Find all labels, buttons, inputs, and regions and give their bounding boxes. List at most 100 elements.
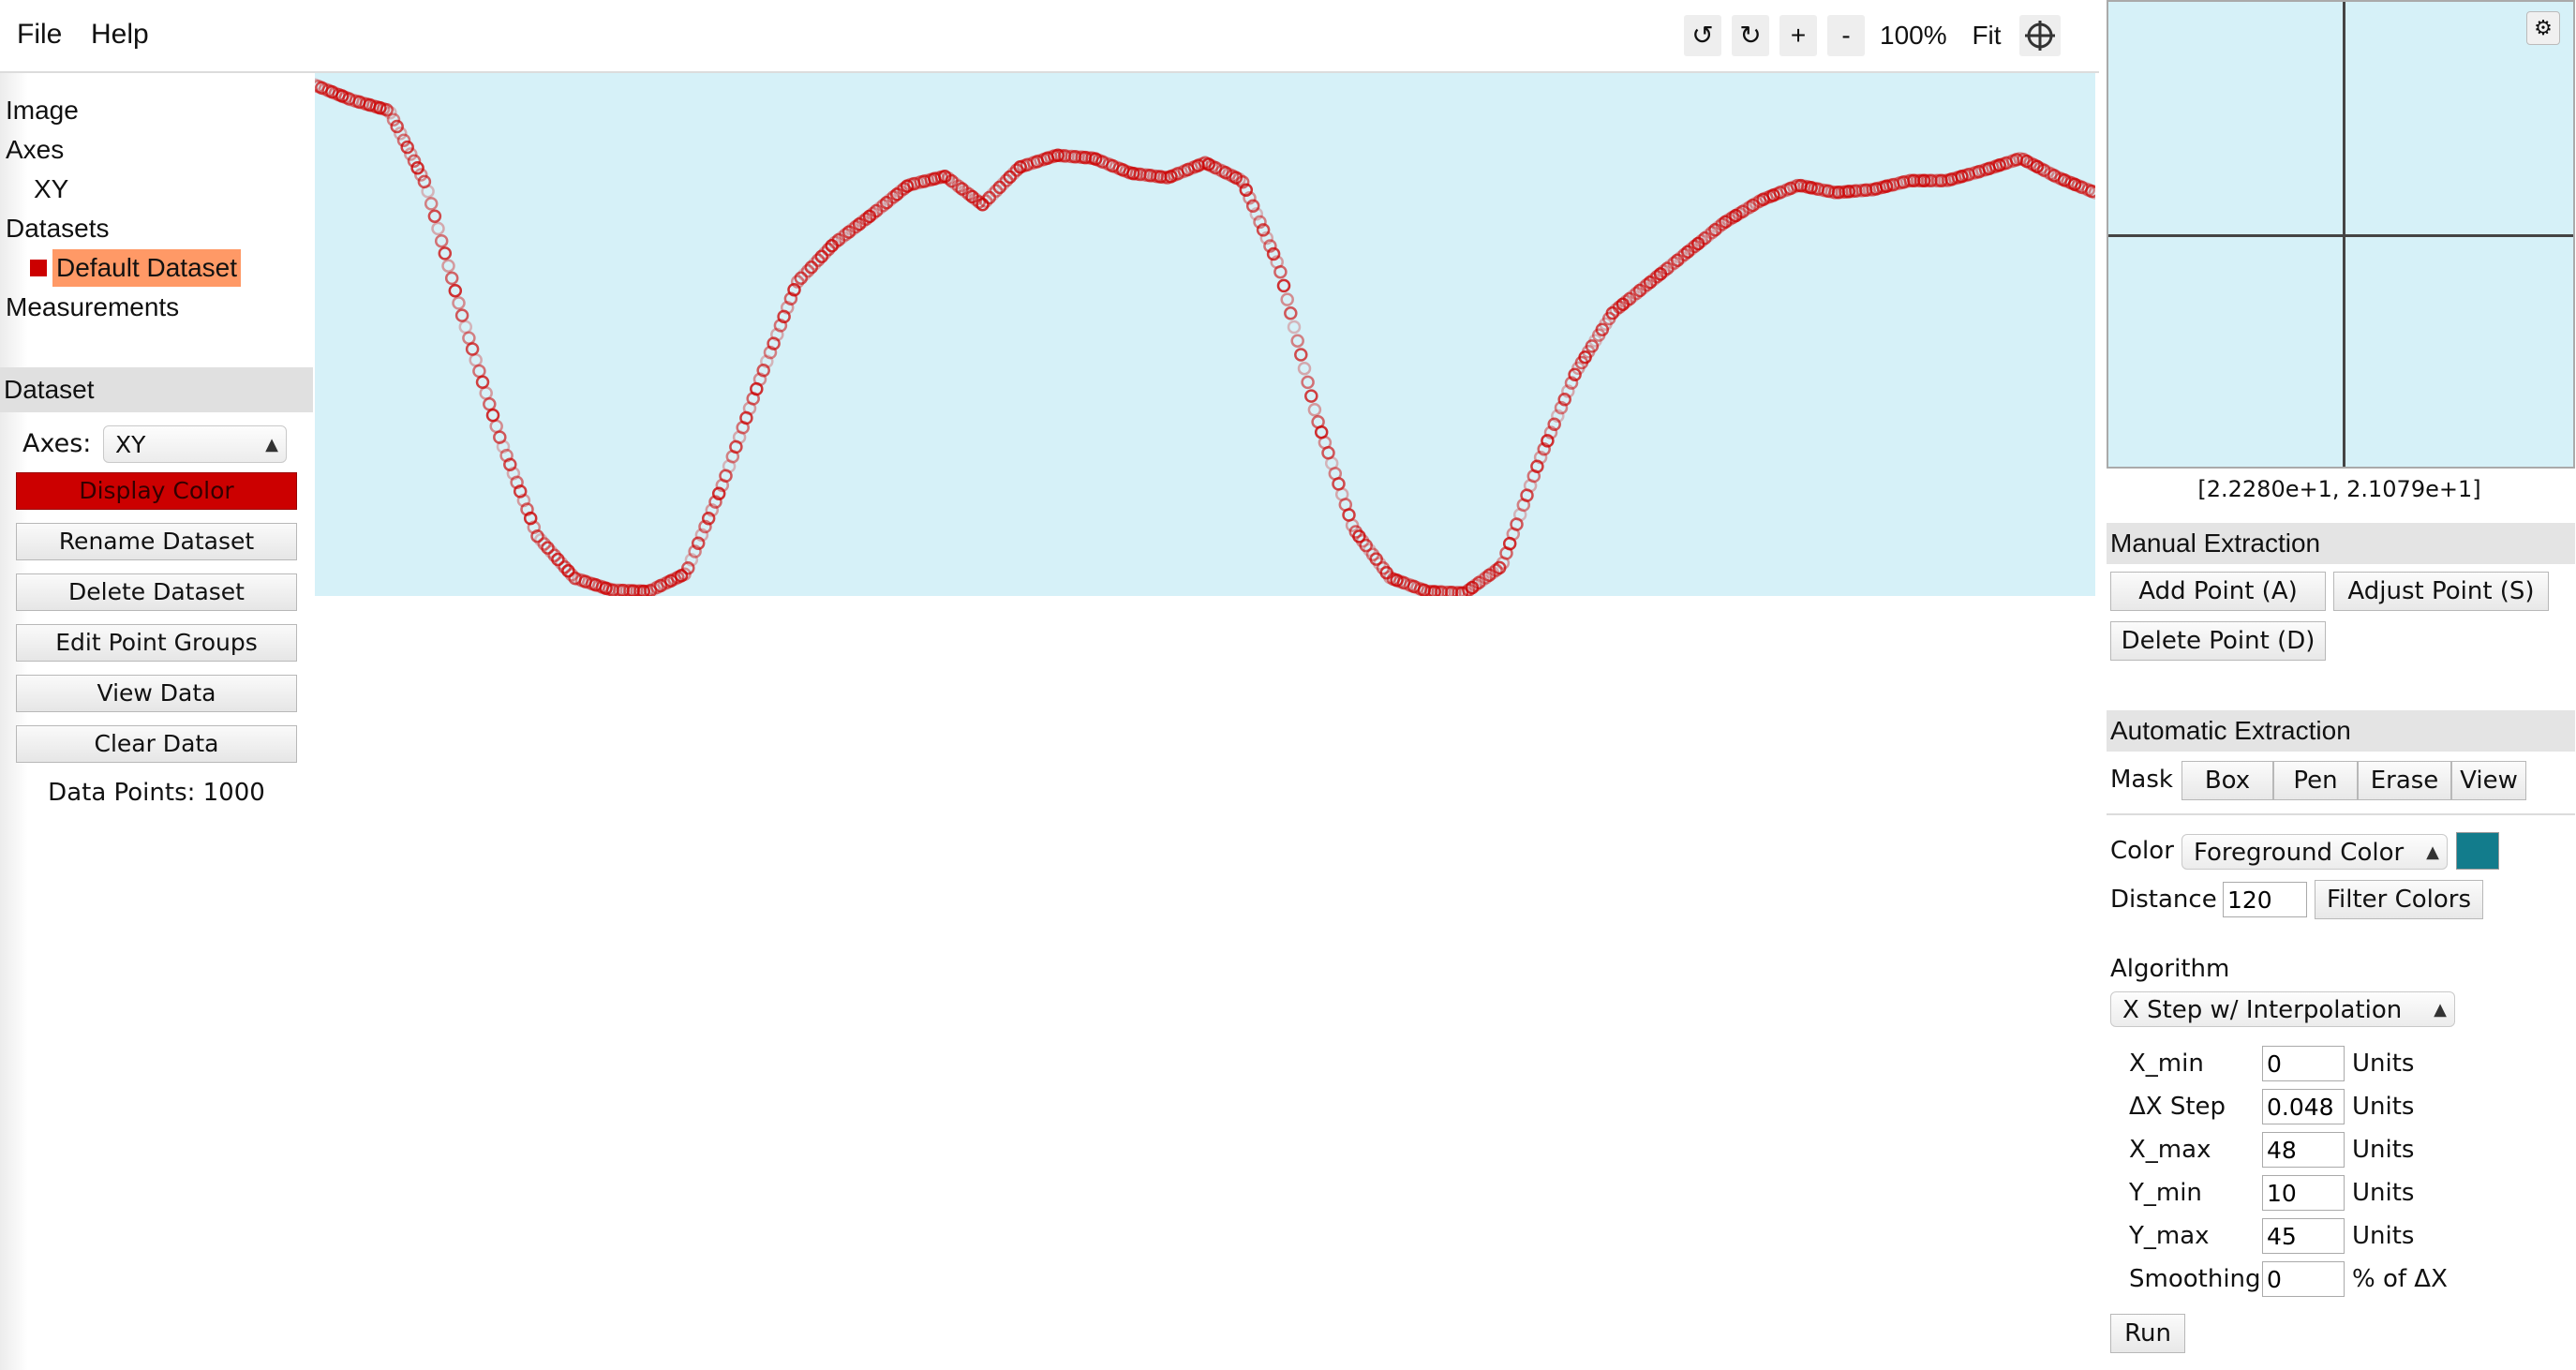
rename-dataset-button[interactable]: Rename Dataset xyxy=(16,523,297,560)
rotate-ccw-icon[interactable]: ↺ xyxy=(1684,15,1721,56)
help-menu[interactable]: Help xyxy=(91,19,149,50)
view-data-button[interactable]: View Data xyxy=(16,675,297,712)
ymax-input[interactable] xyxy=(2262,1218,2345,1254)
data-point xyxy=(1294,348,1308,362)
data-point xyxy=(1630,286,1644,301)
data-point xyxy=(1852,184,1867,198)
data-point xyxy=(831,232,846,247)
tree-item-axes[interactable]: Axes xyxy=(6,135,65,164)
data-point xyxy=(1266,246,1281,261)
data-point xyxy=(1098,156,1113,171)
data-point xyxy=(1136,168,1151,182)
data-point xyxy=(1050,148,1065,163)
data-point xyxy=(315,78,322,93)
tree-item-measurements[interactable]: Measurements xyxy=(6,292,180,321)
data-point xyxy=(1345,518,1360,532)
adjust-point-button[interactable]: Adjust Point (S) xyxy=(2333,572,2549,611)
data-point xyxy=(794,271,809,285)
data-point xyxy=(1061,149,1076,163)
data-point xyxy=(2040,165,2055,179)
data-point xyxy=(458,320,473,335)
data-point xyxy=(1369,552,1383,566)
data-point xyxy=(1201,157,1215,171)
tree-item-datasets[interactable]: Datasets xyxy=(6,214,110,243)
mask-erase-button[interactable]: Erase xyxy=(2358,761,2451,800)
data-point xyxy=(558,559,572,574)
gear-icon[interactable]: ⚙ xyxy=(2526,11,2560,45)
data-point xyxy=(722,459,737,473)
data-point xyxy=(1595,322,1610,336)
file-menu[interactable]: File xyxy=(17,19,63,50)
data-point xyxy=(1273,264,1288,279)
data-point xyxy=(335,89,350,103)
edit-point-groups-button[interactable]: Edit Point Groups xyxy=(16,624,297,662)
data-point xyxy=(1746,198,1760,213)
mask-pen-button[interactable]: Pen xyxy=(2273,761,2358,800)
data-point xyxy=(684,553,699,567)
tree-item-axes-xy[interactable]: XY xyxy=(34,174,69,203)
clear-data-button[interactable]: Clear Data xyxy=(16,725,297,763)
data-point xyxy=(523,511,538,526)
algorithm-select-value: X Step w/ Interpolation xyxy=(2122,996,2403,1024)
zoom-view[interactable]: ⚙ xyxy=(2107,0,2575,469)
data-point xyxy=(1256,223,1271,237)
color-select[interactable]: Foreground Color ▲ xyxy=(2181,834,2448,870)
data-point xyxy=(1554,400,1569,415)
mask-view-button[interactable]: View xyxy=(2451,761,2526,800)
data-point xyxy=(797,267,812,282)
data-point xyxy=(462,331,476,345)
data-point xyxy=(1324,456,1339,470)
tree-item-default-dataset[interactable]: Default Dataset xyxy=(52,249,241,287)
param-name-dx-step: ΔX Step xyxy=(2129,1093,2226,1121)
data-point xyxy=(1301,375,1315,390)
zoom-out-button[interactable]: - xyxy=(1827,15,1865,56)
display-color-button[interactable]: Display Color xyxy=(16,472,297,510)
data-point xyxy=(383,106,397,120)
run-button[interactable]: Run xyxy=(2110,1314,2185,1353)
data-point xyxy=(475,375,490,390)
data-point xyxy=(410,160,424,175)
tree-item-image[interactable]: Image xyxy=(6,96,79,125)
ymin-input[interactable] xyxy=(2262,1175,2345,1211)
rotate-cw-icon[interactable]: ↻ xyxy=(1732,15,1769,56)
data-point xyxy=(729,439,743,454)
distance-input[interactable] xyxy=(2223,882,2307,917)
data-point xyxy=(1314,424,1329,439)
data-point xyxy=(530,529,544,544)
zoom-in-button[interactable]: + xyxy=(1779,15,1817,56)
data-point xyxy=(986,187,1000,201)
data-point xyxy=(1660,261,1675,275)
axes-select[interactable]: XY ▲ xyxy=(103,425,287,463)
xmax-input[interactable] xyxy=(2262,1132,2345,1168)
foreground-color-swatch[interactable] xyxy=(2456,832,2499,870)
fit-button[interactable]: Fit xyxy=(1972,21,2002,50)
data-point xyxy=(1437,585,1452,596)
algorithm-select[interactable]: X Step w/ Interpolation ▲ xyxy=(2110,991,2455,1027)
data-point xyxy=(663,573,678,588)
data-point xyxy=(739,410,753,425)
right-panel: ⚙ [2.2280e+1, 2.1079e+1] Manual Extracti… xyxy=(2103,0,2576,1370)
data-point xyxy=(982,190,997,205)
delete-point-button[interactable]: Delete Point (D) xyxy=(2110,621,2326,661)
delete-dataset-button[interactable]: Delete Dataset xyxy=(16,573,297,611)
data-point xyxy=(647,582,661,596)
dx-step-input[interactable] xyxy=(2262,1089,2345,1124)
xmin-input[interactable] xyxy=(2262,1046,2345,1081)
data-point xyxy=(493,430,507,444)
smoothing-input[interactable] xyxy=(2262,1261,2345,1297)
add-point-button[interactable]: Add Point (A) xyxy=(2110,572,2326,611)
plot-canvas[interactable] xyxy=(315,73,2095,596)
data-point xyxy=(1965,166,1979,181)
data-point xyxy=(394,127,408,141)
data-point xyxy=(1003,170,1017,185)
data-point xyxy=(1502,536,1517,551)
data-point xyxy=(489,419,503,434)
filter-colors-button[interactable]: Filter Colors xyxy=(2315,880,2483,919)
data-point xyxy=(1992,158,2006,172)
data-point xyxy=(1013,159,1027,174)
mask-box-button[interactable]: Box xyxy=(2181,761,2273,800)
data-point xyxy=(760,354,774,368)
data-point xyxy=(1917,173,1931,188)
crosshair-icon[interactable] xyxy=(2019,15,2061,56)
data-point xyxy=(1164,170,1178,184)
